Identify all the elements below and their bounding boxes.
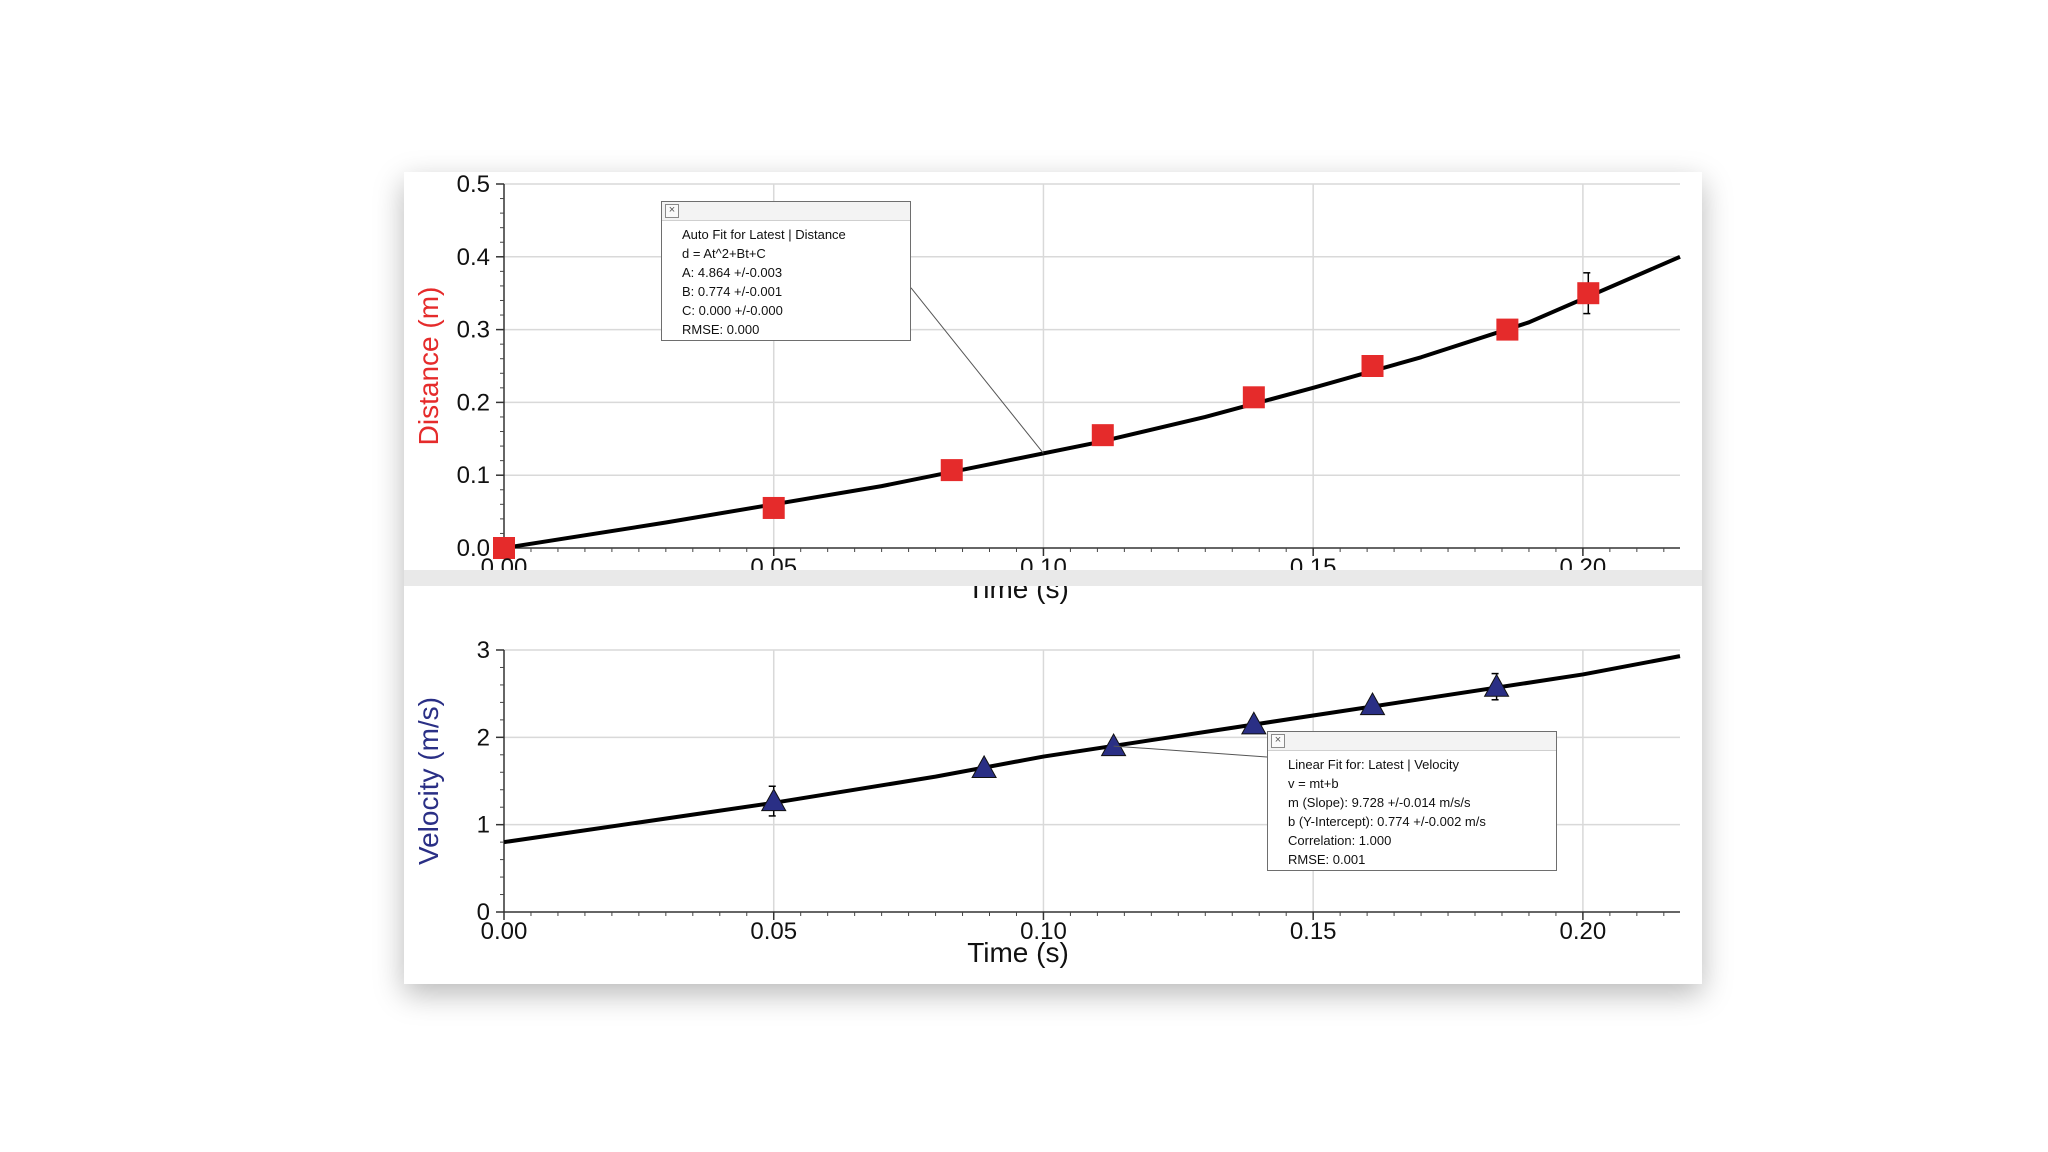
data-point-triangle bbox=[1359, 691, 1386, 716]
distance-fit-box[interactable]: × Auto Fit for Latest | Distance d = At^2… bbox=[661, 201, 911, 341]
fit-box-line: B: 0.774 +/-0.001 bbox=[682, 284, 783, 299]
y-tick-label: 0.5 bbox=[457, 172, 490, 198]
fit-box-line: b (Y-Intercept): 0.774 +/-0.002 m/s bbox=[1288, 814, 1486, 829]
data-point-square bbox=[940, 459, 963, 482]
fit-leader-line bbox=[910, 287, 1044, 454]
x-tick-label: 0.10 bbox=[1020, 918, 1067, 945]
fit-box-text: Auto Fit for Latest | Distance d = At^2+B… bbox=[662, 221, 910, 339]
data-point-triangle bbox=[1483, 673, 1510, 697]
y-axis-label: Velocity (m/s) bbox=[413, 697, 444, 865]
y-tick-label: 0.3 bbox=[457, 317, 490, 344]
fit-box-line: RMSE: 0.000 bbox=[682, 322, 760, 337]
y-tick-label: 0.1 bbox=[457, 462, 490, 489]
fit-box-text: Linear Fit for: Latest | Velocity v = mt+… bbox=[1268, 751, 1556, 869]
data-point-square bbox=[1361, 355, 1384, 377]
y-tick-label: 3 bbox=[477, 637, 490, 664]
y-tick-label: 0.4 bbox=[457, 244, 490, 271]
close-icon[interactable]: × bbox=[665, 204, 679, 218]
y-tick-label: 0.0 bbox=[457, 535, 490, 562]
fit-box-line: C: 0.000 +/-0.000 bbox=[682, 303, 783, 318]
velocity-fit-box[interactable]: × Linear Fit for: Latest | Velocity v = m… bbox=[1267, 731, 1557, 871]
close-icon[interactable]: × bbox=[1271, 734, 1285, 748]
fit-box-titlebar[interactable]: × bbox=[662, 202, 910, 221]
fit-box-line: A: 4.864 +/-0.003 bbox=[682, 265, 783, 280]
x-tick-label: 0.20 bbox=[1560, 918, 1607, 945]
y-tick-label: 0 bbox=[477, 899, 490, 926]
fit-box-line: Linear Fit for: Latest | Velocity bbox=[1288, 757, 1460, 772]
y-tick-label: 0.2 bbox=[457, 389, 490, 416]
x-tick-label: 0.00 bbox=[481, 918, 528, 945]
fit-box-line: Auto Fit for Latest | Distance bbox=[682, 227, 846, 242]
fit-box-line: m (Slope): 9.728 +/-0.014 m/s/s bbox=[1288, 795, 1471, 810]
data-point-triangle bbox=[1100, 733, 1127, 757]
data-point-square bbox=[1242, 386, 1265, 409]
data-point-square bbox=[1496, 318, 1519, 341]
fit-box-line: Correlation: 1.000 bbox=[1288, 833, 1392, 848]
fit-box-titlebar[interactable]: × bbox=[1268, 732, 1556, 751]
fit-leader-line bbox=[1113, 745, 1268, 758]
graph-divider[interactable] bbox=[404, 570, 1702, 586]
fit-box-line: v = mt+b bbox=[1288, 776, 1339, 791]
data-point-square bbox=[762, 496, 785, 519]
velocity-graph bbox=[496, 649, 1681, 920]
data-point-triangle bbox=[760, 788, 787, 812]
y-axis-label: Distance (m) bbox=[413, 287, 444, 446]
data-point-triangle bbox=[971, 754, 997, 778]
data-point-square bbox=[1577, 282, 1600, 305]
data-point-square bbox=[1091, 424, 1114, 447]
graph-panel: 0.00 0.05 0.10 0.15 0.20 0.0 0.1 0.2 0.3 0.4 0.5 Ti… bbox=[404, 172, 1702, 984]
fit-box-line: d = At^2+Bt+C bbox=[682, 246, 766, 261]
fit-box-line: RMSE: 0.001 bbox=[1288, 852, 1366, 867]
x-tick-label: 0.05 bbox=[750, 918, 797, 945]
x-axis-label: Time (s) bbox=[967, 937, 1069, 968]
data-point-square bbox=[493, 537, 515, 559]
data-point-triangle bbox=[1240, 711, 1267, 735]
y-tick-label: 2 bbox=[477, 724, 490, 751]
y-tick-label: 1 bbox=[477, 812, 490, 839]
x-tick-label: 0.15 bbox=[1290, 918, 1337, 945]
